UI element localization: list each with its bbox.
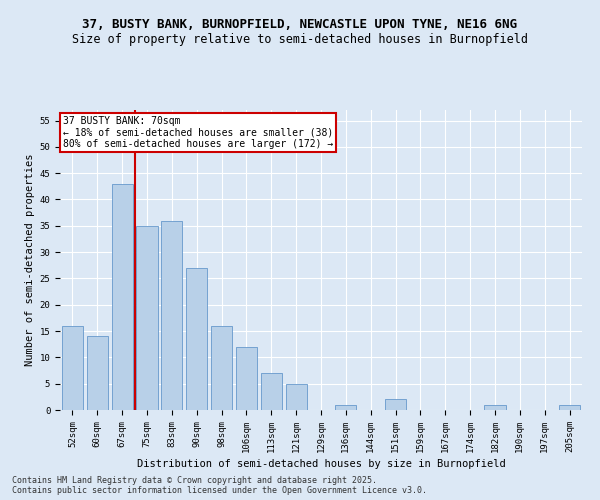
Bar <box>136 226 158 410</box>
Text: Size of property relative to semi-detached houses in Burnopfield: Size of property relative to semi-detach… <box>72 32 528 46</box>
Bar <box>261 373 282 410</box>
Text: 37 BUSTY BANK: 70sqm
← 18% of semi-detached houses are smaller (38)
80% of semi-: 37 BUSTY BANK: 70sqm ← 18% of semi-detac… <box>62 116 333 149</box>
Bar <box>286 384 307 410</box>
Bar <box>236 347 257 410</box>
Text: Contains HM Land Registry data © Crown copyright and database right 2025.
Contai: Contains HM Land Registry data © Crown c… <box>12 476 427 495</box>
Bar <box>112 184 133 410</box>
Bar <box>87 336 108 410</box>
Bar <box>335 404 356 410</box>
Bar <box>186 268 207 410</box>
Text: 37, BUSTY BANK, BURNOPFIELD, NEWCASTLE UPON TYNE, NE16 6NG: 37, BUSTY BANK, BURNOPFIELD, NEWCASTLE U… <box>83 18 517 30</box>
Bar <box>211 326 232 410</box>
Bar <box>484 404 506 410</box>
Bar <box>161 220 182 410</box>
Bar <box>385 400 406 410</box>
Bar <box>62 326 83 410</box>
X-axis label: Distribution of semi-detached houses by size in Burnopfield: Distribution of semi-detached houses by … <box>137 459 505 469</box>
Bar <box>559 404 580 410</box>
Y-axis label: Number of semi-detached properties: Number of semi-detached properties <box>25 154 35 366</box>
